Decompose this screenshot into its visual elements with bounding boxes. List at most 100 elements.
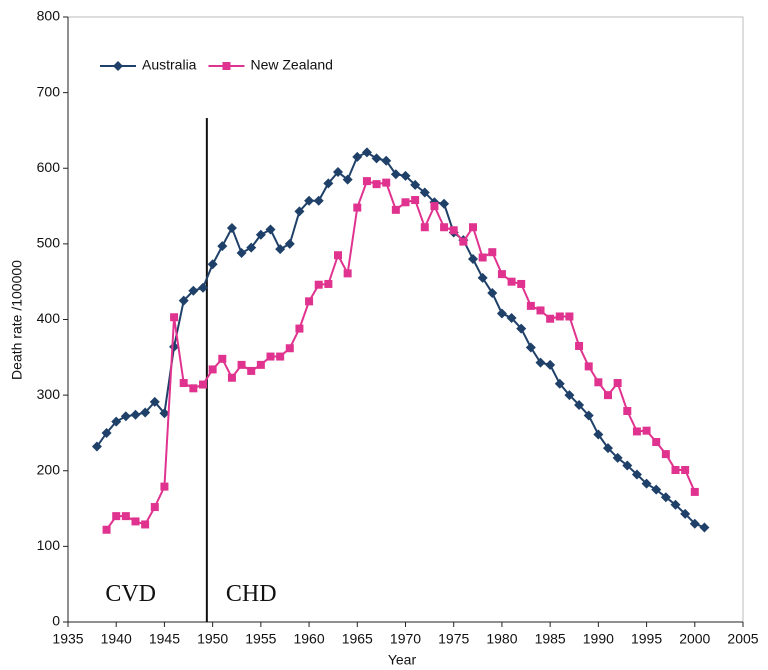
marker: [198, 282, 208, 293]
marker: [159, 408, 170, 419]
marker: [265, 224, 276, 235]
marker: [304, 195, 315, 206]
y-tick-label: 100: [37, 537, 61, 553]
marker: [525, 342, 536, 353]
marker: [208, 365, 217, 374]
marker: [565, 312, 574, 321]
marker: [593, 429, 604, 440]
marker: [381, 155, 392, 166]
marker: [102, 525, 111, 534]
annotation: CVD: [105, 581, 156, 607]
marker: [535, 357, 546, 368]
x-tick-label: 1955: [245, 631, 276, 647]
marker: [536, 306, 545, 315]
marker: [516, 323, 527, 334]
legend-label: New Zealand: [250, 57, 333, 73]
marker: [680, 508, 691, 519]
marker: [382, 178, 391, 187]
marker: [275, 244, 286, 255]
marker: [91, 441, 102, 452]
marker: [236, 247, 247, 258]
marker: [170, 313, 179, 322]
marker: [295, 324, 304, 333]
marker: [699, 522, 710, 533]
marker: [113, 61, 123, 71]
marker: [314, 280, 323, 289]
x-tick-label: 1995: [631, 631, 662, 647]
marker: [121, 512, 130, 521]
x-tick-label: 1945: [149, 631, 180, 647]
marker: [372, 180, 381, 189]
marker: [237, 360, 246, 369]
marker: [439, 198, 450, 209]
marker: [179, 379, 188, 388]
marker: [420, 223, 429, 232]
marker: [111, 416, 122, 427]
marker: [284, 238, 295, 249]
y-tick-label: 500: [37, 235, 61, 251]
marker: [285, 344, 294, 353]
marker: [334, 251, 342, 260]
marker: [469, 223, 477, 232]
marker: [487, 288, 498, 299]
marker: [603, 443, 613, 454]
x-tick-label: 2000: [679, 631, 710, 647]
marker: [342, 174, 353, 185]
x-tick-label: 2005: [727, 631, 758, 647]
marker: [391, 205, 400, 214]
marker: [141, 520, 150, 529]
annotation: CHD: [226, 581, 277, 607]
x-tick-label: 1970: [390, 631, 421, 647]
marker: [401, 198, 410, 207]
marker: [660, 492, 671, 503]
y-axis-label: Death rate /100000: [9, 260, 25, 380]
x-tick-label: 1960: [293, 631, 324, 647]
marker: [246, 242, 257, 253]
marker: [604, 391, 612, 400]
marker: [632, 427, 641, 436]
marker: [400, 170, 411, 181]
marker: [613, 379, 622, 388]
y-tick-label: 600: [37, 159, 61, 175]
marker: [651, 484, 662, 495]
marker: [631, 469, 642, 480]
marker: [362, 177, 371, 186]
marker: [255, 229, 266, 240]
marker: [419, 187, 430, 198]
marker: [256, 360, 265, 369]
marker: [661, 450, 670, 459]
marker: [526, 301, 535, 310]
marker: [305, 297, 314, 306]
marker: [594, 378, 603, 387]
marker: [477, 272, 488, 283]
plot-frame: [67, 16, 744, 623]
x-tick-label: 1950: [197, 631, 228, 647]
marker: [178, 295, 189, 306]
marker: [247, 366, 256, 375]
marker: [689, 518, 700, 529]
marker: [652, 438, 661, 447]
marker: [352, 151, 363, 162]
marker: [468, 254, 478, 264]
marker: [583, 410, 594, 421]
marker: [361, 147, 372, 158]
marker: [266, 352, 275, 361]
marker: [371, 153, 382, 164]
marker: [459, 237, 468, 246]
marker: [149, 396, 160, 407]
marker: [323, 178, 334, 189]
marker: [120, 411, 131, 422]
x-tick-label: 1980: [486, 631, 517, 647]
marker: [390, 169, 401, 180]
marker: [507, 277, 516, 286]
marker: [207, 259, 218, 270]
marker: [218, 354, 227, 363]
marker: [140, 407, 151, 418]
marker: [227, 373, 236, 382]
marker: [555, 312, 564, 321]
marker: [517, 279, 526, 288]
marker: [189, 384, 198, 393]
legend-label: Australia: [142, 57, 197, 73]
marker: [690, 487, 699, 496]
x-tick-label: 1940: [101, 631, 132, 647]
